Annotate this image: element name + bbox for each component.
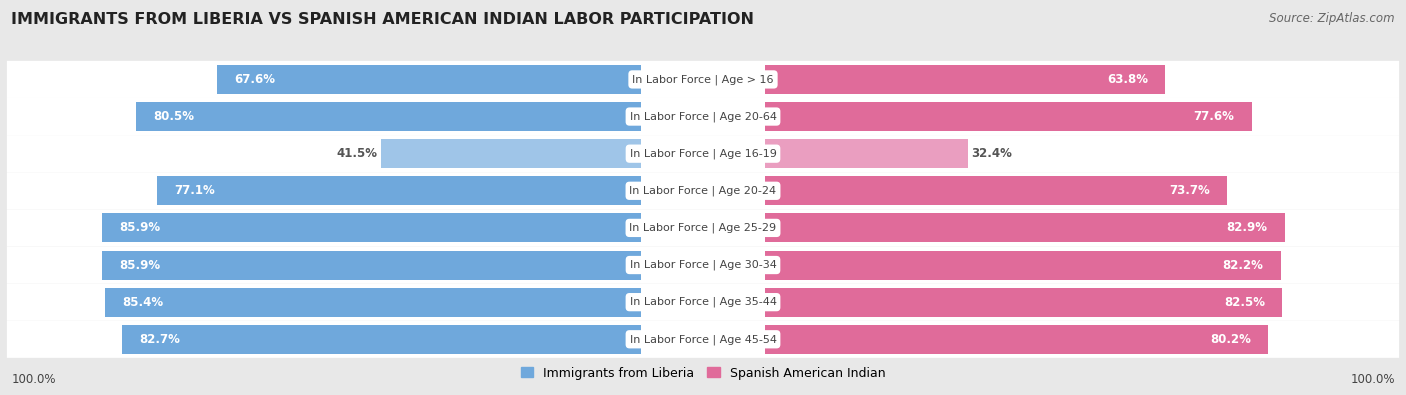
Text: 85.9%: 85.9% xyxy=(120,222,160,234)
Text: 80.2%: 80.2% xyxy=(1211,333,1251,346)
Text: IMMIGRANTS FROM LIBERIA VS SPANISH AMERICAN INDIAN LABOR PARTICIPATION: IMMIGRANTS FROM LIBERIA VS SPANISH AMERI… xyxy=(11,12,754,27)
Text: Source: ZipAtlas.com: Source: ZipAtlas.com xyxy=(1270,12,1395,25)
Bar xyxy=(765,176,1227,205)
Text: In Labor Force | Age 25-29: In Labor Force | Age 25-29 xyxy=(630,223,776,233)
Bar xyxy=(765,139,969,168)
Text: 67.6%: 67.6% xyxy=(235,73,276,86)
Bar xyxy=(217,65,641,94)
Text: In Labor Force | Age 30-34: In Labor Force | Age 30-34 xyxy=(630,260,776,270)
Text: 100.0%: 100.0% xyxy=(11,373,56,386)
Text: 85.4%: 85.4% xyxy=(122,295,163,308)
Text: 63.8%: 63.8% xyxy=(1107,73,1147,86)
Bar xyxy=(765,250,1281,280)
FancyBboxPatch shape xyxy=(7,209,1399,246)
FancyBboxPatch shape xyxy=(7,61,1399,98)
Legend: Immigrants from Liberia, Spanish American Indian: Immigrants from Liberia, Spanish America… xyxy=(516,362,890,385)
Bar xyxy=(381,139,641,168)
Text: 77.1%: 77.1% xyxy=(174,184,215,197)
Bar xyxy=(105,288,641,317)
Bar xyxy=(765,325,1268,354)
Text: 82.9%: 82.9% xyxy=(1227,222,1268,234)
FancyBboxPatch shape xyxy=(7,284,1399,321)
Text: 73.7%: 73.7% xyxy=(1170,184,1211,197)
Text: 82.7%: 82.7% xyxy=(139,333,180,346)
Text: In Labor Force | Age 45-54: In Labor Force | Age 45-54 xyxy=(630,334,776,344)
Bar xyxy=(103,213,641,243)
Bar xyxy=(765,65,1166,94)
Bar xyxy=(103,250,641,280)
Text: 85.9%: 85.9% xyxy=(120,259,160,271)
Text: 77.6%: 77.6% xyxy=(1194,110,1234,123)
Text: 100.0%: 100.0% xyxy=(1350,373,1395,386)
Text: In Labor Force | Age 20-64: In Labor Force | Age 20-64 xyxy=(630,111,776,122)
FancyBboxPatch shape xyxy=(7,246,1399,284)
Bar xyxy=(157,176,641,205)
Text: 41.5%: 41.5% xyxy=(336,147,377,160)
Text: 82.5%: 82.5% xyxy=(1225,295,1265,308)
Text: 80.5%: 80.5% xyxy=(153,110,194,123)
FancyBboxPatch shape xyxy=(7,321,1399,358)
Bar xyxy=(765,288,1282,317)
Text: 32.4%: 32.4% xyxy=(972,147,1012,160)
Bar xyxy=(765,102,1251,131)
Text: In Labor Force | Age 16-19: In Labor Force | Age 16-19 xyxy=(630,149,776,159)
Bar xyxy=(765,213,1285,243)
Text: In Labor Force | Age > 16: In Labor Force | Age > 16 xyxy=(633,74,773,85)
Text: In Labor Force | Age 20-24: In Labor Force | Age 20-24 xyxy=(630,186,776,196)
FancyBboxPatch shape xyxy=(7,172,1399,209)
Bar xyxy=(122,325,641,354)
Bar xyxy=(136,102,641,131)
FancyBboxPatch shape xyxy=(7,98,1399,135)
Text: 82.2%: 82.2% xyxy=(1222,259,1264,271)
FancyBboxPatch shape xyxy=(7,135,1399,172)
Text: In Labor Force | Age 35-44: In Labor Force | Age 35-44 xyxy=(630,297,776,307)
